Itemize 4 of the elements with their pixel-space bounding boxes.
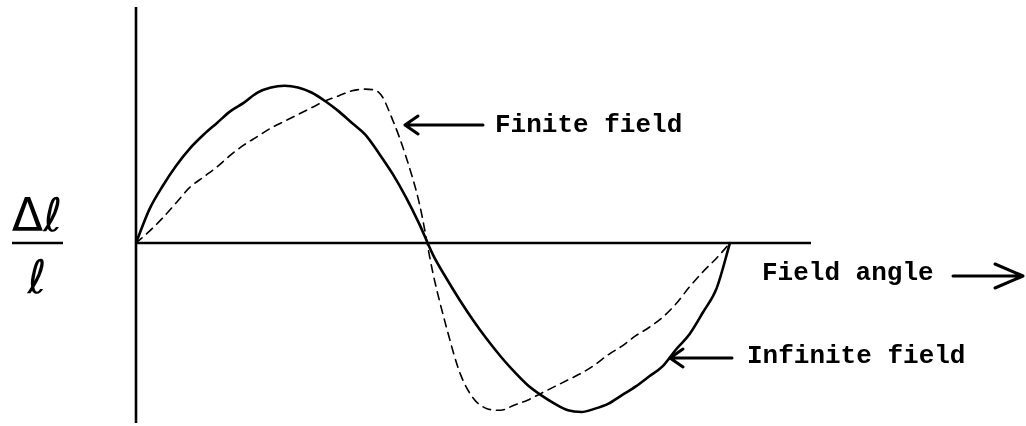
- y-axis-title: Δℓ ℓ: [11, 187, 63, 304]
- annotation: Infinite field: [747, 340, 966, 371]
- x-axis-title: Field angle: [762, 257, 934, 288]
- annotation: Finite field: [495, 109, 683, 140]
